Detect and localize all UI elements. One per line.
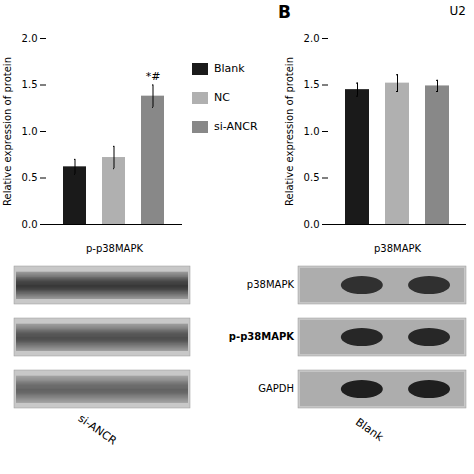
svg-text:p38MAPK: p38MAPK: [247, 279, 295, 290]
html-text:B: B: [278, 2, 291, 22]
svg-text:0.5: 0.5: [304, 172, 320, 183]
html-text:U2: U2: [449, 4, 466, 18]
svg-text:1.0: 1.0: [22, 126, 38, 137]
svg-text:Relative expression of protein: Relative expression of protein: [284, 57, 295, 206]
svg-text:si-ANCR: si-ANCR: [76, 412, 119, 448]
svg-text:Blank: Blank: [353, 416, 386, 445]
svg-text:0.0: 0.0: [304, 219, 320, 230]
svg-text:GAPDH: GAPDH: [258, 383, 294, 394]
svg-text:1.5: 1.5: [304, 79, 320, 90]
svg-text:*#: *#: [146, 70, 161, 83]
svg-text:2.0: 2.0: [22, 33, 38, 44]
svg-text:p38MAPK: p38MAPK: [374, 243, 422, 254]
svg-text:Relative expression of protein: Relative expression of protein: [2, 57, 13, 206]
svg-text:2.0: 2.0: [304, 33, 320, 44]
svg-text:0.5: 0.5: [22, 172, 38, 183]
svg-text:1.5: 1.5: [22, 79, 38, 90]
svg-text:p-p38MAPK: p-p38MAPK: [229, 331, 295, 342]
svg-text:1.0: 1.0: [304, 126, 320, 137]
html-text:si-ANCR: si-ANCR: [214, 120, 258, 133]
svg-text:p-p38MAPK: p-p38MAPK: [86, 243, 144, 254]
html-text:Blank: Blank: [214, 62, 245, 75]
html-text:NC: NC: [214, 91, 230, 104]
svg-text:0.0: 0.0: [22, 219, 38, 230]
